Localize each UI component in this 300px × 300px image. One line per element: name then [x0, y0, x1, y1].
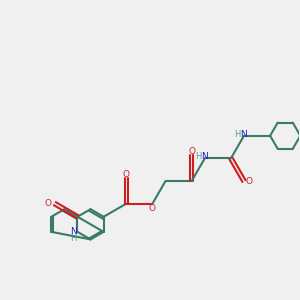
Text: H: H — [234, 130, 241, 139]
Text: O: O — [188, 147, 195, 156]
Text: N: N — [201, 152, 208, 161]
Text: O: O — [246, 176, 253, 185]
Text: N: N — [70, 227, 76, 236]
Text: O: O — [149, 204, 156, 213]
Text: N: N — [240, 130, 247, 139]
Text: H: H — [70, 234, 76, 243]
Text: H: H — [195, 152, 201, 161]
Text: O: O — [45, 199, 52, 208]
Text: O: O — [123, 170, 130, 179]
